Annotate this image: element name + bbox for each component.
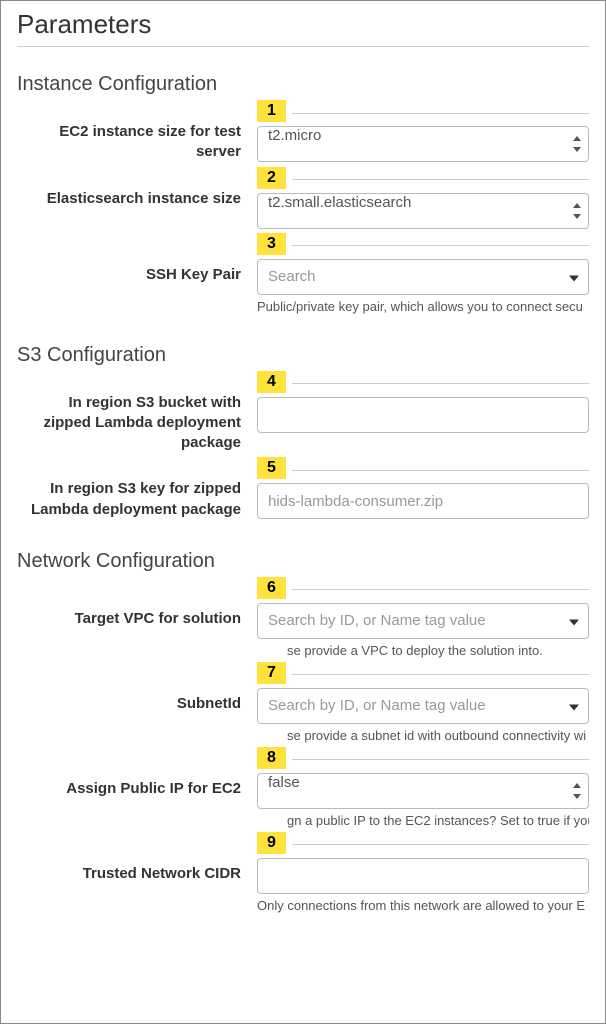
section-title-network: Network Configuration [17, 550, 589, 573]
subnet-dropdown[interactable]: Search by ID, or Name tag value [257, 688, 589, 724]
cidr-label: Trusted Network CIDR [17, 832, 257, 884]
s3-key-input[interactable] [257, 483, 589, 519]
divider [292, 674, 589, 675]
s3-bucket-label: In region S3 bucket with zipped Lambda d… [17, 371, 257, 454]
badge-2: 2 [257, 167, 286, 189]
vpc-help: se provide a VPC to deploy the solution … [257, 643, 589, 658]
publicip-label: Assign Public IP for EC2 [17, 747, 257, 799]
subnet-label: SubnetId [17, 662, 257, 714]
divider [292, 245, 589, 246]
divider [292, 589, 589, 590]
badge-4: 4 [257, 371, 286, 393]
divider [292, 113, 589, 114]
divider [292, 383, 589, 384]
cidr-help: Only connections from this network are a… [257, 898, 589, 913]
subnet-help: se provide a subnet id with outbound con… [257, 728, 589, 743]
section-title-instance: Instance Configuration [17, 73, 589, 96]
ssh-key-help: Public/private key pair, which allows yo… [257, 299, 589, 314]
badge-6: 6 [257, 577, 286, 599]
ec2-size-value: t2.micro [268, 127, 321, 144]
subnet-placeholder: Search by ID, or Name tag value [268, 697, 486, 714]
ssh-key-label: SSH Key Pair [17, 233, 257, 285]
page-title: Parameters [17, 9, 589, 40]
section-title-s3: S3 Configuration [17, 344, 589, 367]
divider [292, 844, 589, 845]
s3-key-label: In region S3 key for zipped Lambda deplo… [17, 457, 257, 520]
badge-3: 3 [257, 233, 286, 255]
vpc-label: Target VPC for solution [17, 577, 257, 629]
divider [292, 179, 589, 180]
es-size-value: t2.small.elasticsearch [268, 194, 411, 211]
badge-9: 9 [257, 832, 286, 854]
ec2-size-select[interactable]: t2.micro [257, 126, 589, 162]
es-size-select[interactable]: t2.small.elasticsearch [257, 193, 589, 229]
badge-1: 1 [257, 100, 286, 122]
publicip-value: false [268, 774, 300, 791]
publicip-select[interactable]: false [257, 773, 589, 809]
divider [292, 470, 589, 471]
badge-5: 5 [257, 457, 286, 479]
badge-8: 8 [257, 747, 286, 769]
badge-7: 7 [257, 662, 286, 684]
divider [17, 46, 589, 47]
publicip-help: gn a public IP to the EC2 instances? Set… [257, 813, 589, 828]
divider [292, 759, 589, 760]
ec2-size-label: EC2 instance size for test server [17, 100, 257, 163]
vpc-placeholder: Search by ID, or Name tag value [268, 612, 486, 629]
cidr-input[interactable] [257, 858, 589, 894]
es-size-label: Elasticsearch instance size [17, 167, 257, 209]
ssh-key-dropdown[interactable]: Search [257, 259, 589, 295]
s3-bucket-input[interactable] [257, 397, 589, 433]
ssh-key-placeholder: Search [268, 268, 316, 285]
vpc-dropdown[interactable]: Search by ID, or Name tag value [257, 603, 589, 639]
